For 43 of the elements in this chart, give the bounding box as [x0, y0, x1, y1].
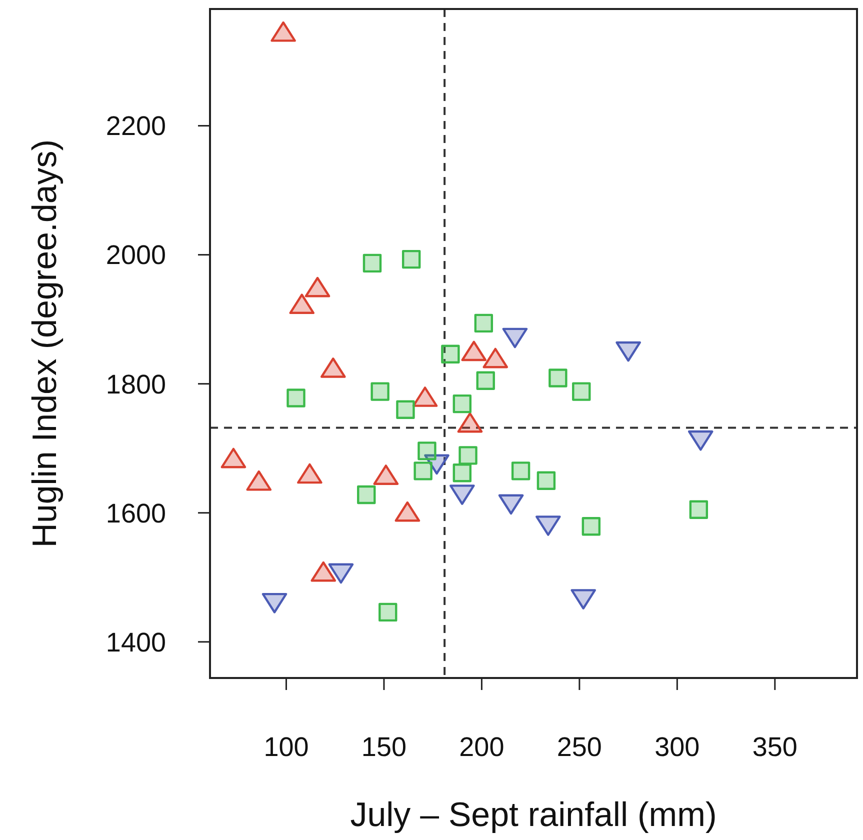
y-tick-label: 1800 — [106, 369, 166, 400]
point — [289, 294, 315, 314]
y-tick-label: 1400 — [106, 627, 166, 658]
x-tick-label: 100 — [264, 732, 309, 762]
y-tick-label: 2200 — [106, 111, 166, 142]
x-axis-title: July – Sept rainfall (mm) — [350, 796, 717, 834]
point — [286, 388, 306, 408]
point — [511, 462, 530, 480]
point — [450, 484, 475, 505]
point — [536, 516, 561, 536]
point — [458, 446, 478, 465]
point — [570, 589, 596, 610]
x-tick-label: 250 — [556, 732, 602, 762]
y-tick-label: 2000 — [106, 240, 166, 270]
point — [370, 382, 390, 401]
point — [378, 602, 398, 622]
point — [548, 368, 568, 388]
point — [418, 442, 436, 460]
x-tick-label: 200 — [459, 732, 504, 762]
point — [536, 471, 556, 490]
point — [357, 485, 376, 504]
point — [402, 250, 421, 269]
point — [270, 21, 296, 42]
point — [498, 494, 524, 515]
point — [476, 371, 495, 390]
y-tick-label: 1600 — [106, 498, 166, 528]
point — [452, 394, 472, 414]
point — [262, 592, 288, 614]
x-tick-label: 150 — [361, 732, 406, 762]
point — [572, 382, 591, 401]
y-axis-title: Huglin Index (degree.days) — [26, 139, 64, 548]
x-tick-label: 350 — [752, 732, 798, 762]
point — [328, 563, 354, 584]
point — [414, 462, 432, 480]
point — [689, 500, 708, 519]
point — [441, 344, 460, 364]
point — [304, 276, 330, 298]
point — [452, 464, 472, 482]
x-tick-label: 300 — [654, 732, 700, 762]
point — [474, 314, 494, 333]
point — [362, 254, 382, 273]
point — [396, 400, 415, 419]
point — [582, 517, 601, 536]
